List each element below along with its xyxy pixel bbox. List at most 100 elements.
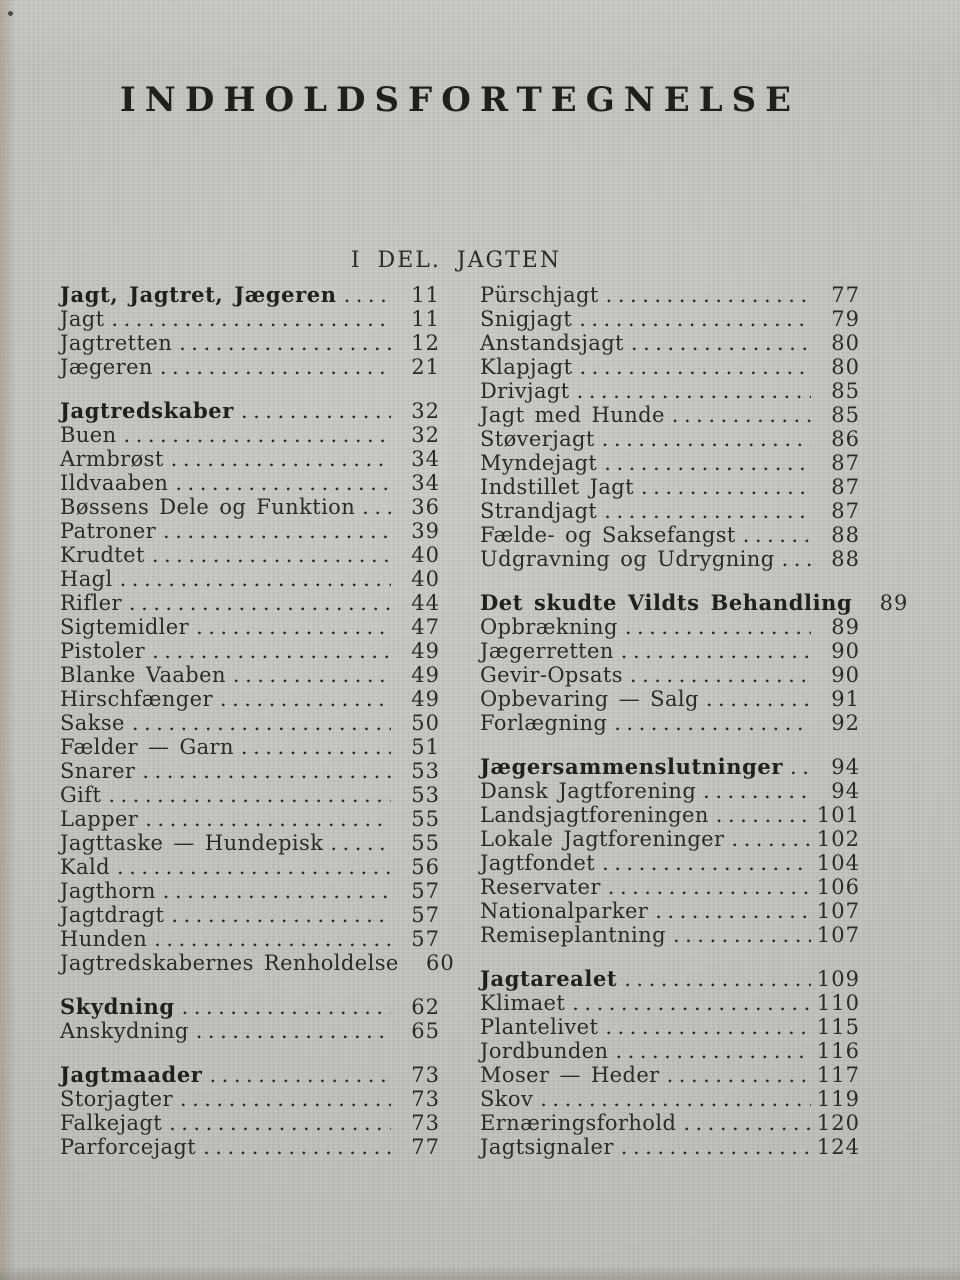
dot-leader — [614, 711, 811, 735]
toc-entry-page: 44 — [411, 591, 440, 615]
dot-leader — [641, 475, 811, 499]
toc-entry-page: 120 — [816, 1111, 860, 1135]
toc-entry-page: 116 — [816, 1039, 860, 1063]
toc-entry-label: Jagt med Hunde — [480, 403, 665, 427]
toc-entry-page: 115 — [816, 1015, 860, 1039]
toc-entry-page: 77 — [831, 283, 860, 307]
toc-entry-label: Jagthorn — [60, 879, 156, 903]
toc-entry-label: Hirschfænger — [60, 687, 213, 711]
toc-entry: Jægerretten 90 — [480, 639, 860, 663]
toc-entry: Strandjagt 87 — [480, 499, 860, 523]
toc-section-entry: Jagt, Jagtret, Jægeren 11 — [60, 282, 440, 308]
toc-entry-page: 65 — [411, 1019, 440, 1043]
toc-entry: Jagtfondet 104 — [480, 851, 860, 875]
dot-leader — [621, 639, 811, 663]
toc-entry: Klimaet 110 — [480, 991, 860, 1015]
toc-entry: Hunden 57 — [60, 927, 440, 951]
toc-entry: Patroner 39 — [60, 519, 440, 543]
toc-entry-label: Plantelivet — [480, 1015, 599, 1039]
toc-entry-label: Gevir-Opsats — [480, 663, 623, 687]
toc-entry-page: 55 — [411, 807, 440, 831]
toc-entry-label: Indstillet Jagt — [480, 475, 634, 499]
toc-entry: Jægeren 21 — [60, 355, 440, 379]
toc-entry-label: Fælde- og Saksefangst — [480, 523, 736, 547]
toc-entry-label: Snarer — [60, 759, 136, 783]
dot-leader — [572, 991, 811, 1015]
dot-leader — [731, 827, 811, 851]
dot-leader — [154, 927, 391, 951]
toc-entry-page: 104 — [816, 851, 860, 875]
toc-entry-label: Skov — [480, 1087, 534, 1111]
dot-leader — [233, 663, 391, 687]
toc-entry-page: 92 — [831, 711, 860, 735]
toc-entry: Landsjagtforeningen 101 — [480, 803, 860, 827]
toc-entry-page: 79 — [831, 307, 860, 331]
toc-entry: Fælde- og Saksefangst 88 — [480, 523, 860, 547]
toc-entry-label: Fælder — Garn — [60, 735, 234, 759]
toc-entry-page: 57 — [411, 927, 440, 951]
toc-entry-label: Patroner — [60, 519, 157, 543]
toc-entry-page: 11 — [411, 283, 440, 307]
toc-entry: Bøssens Dele og Funktion 36 — [60, 495, 440, 519]
toc-entry: Lokale Jagtforeninger 102 — [480, 827, 860, 851]
toc-entry: Støverjagt 86 — [480, 427, 860, 451]
part-heading: I DEL. JAGTEN — [350, 248, 562, 273]
dot-leader — [344, 283, 391, 307]
toc-entry-label: Moser — Heder — [480, 1063, 660, 1087]
dot-leader — [579, 307, 811, 331]
toc-entry-label: Ildvaaben — [60, 471, 169, 495]
toc-entry: Hirschfænger 49 — [60, 687, 440, 711]
toc-entry-label: Anstandsjagt — [480, 331, 624, 355]
toc-entry: Skov 119 — [480, 1087, 860, 1111]
toc-entry: Ildvaaben 34 — [60, 471, 440, 495]
toc-entry-page: 11 — [411, 307, 440, 331]
toc-entry-page: 49 — [411, 639, 440, 663]
dot-leader — [579, 355, 811, 379]
toc-entry: Myndejagt 87 — [480, 451, 860, 475]
toc-entry: Nationalparker 107 — [480, 899, 860, 923]
toc-entry-label: Strandjagt — [480, 499, 598, 523]
toc-entry: Snigjagt 79 — [480, 307, 860, 331]
toc-entry-label: Klimaet — [480, 991, 566, 1015]
toc-entry-label: Skydning — [60, 994, 175, 1019]
toc-entry-page: 40 — [411, 543, 440, 567]
toc-entry-page: 39 — [411, 519, 440, 543]
toc-entry-label: Snigjagt — [480, 307, 573, 331]
toc-entry-page: 49 — [411, 663, 440, 687]
toc-entry-label: Falkejagt — [60, 1111, 163, 1135]
toc-entry-label: Storjagter — [60, 1087, 173, 1111]
toc-entry: Krudtet 40 — [60, 543, 440, 567]
toc-entry-label: Jagtsignaler — [480, 1135, 614, 1159]
toc-entry-label: Jagt, Jagtret, Jægeren — [60, 282, 337, 307]
dot-leader — [182, 995, 391, 1019]
toc-entry-label: Jordbunden — [480, 1039, 609, 1063]
toc-entry-page: 50 — [411, 711, 440, 735]
toc-entry-page: 89 — [879, 591, 909, 615]
toc-entry-page: 51 — [411, 735, 440, 759]
toc-entry: Reservater 106 — [480, 875, 860, 899]
toc-entry-label: Nationalparker — [480, 899, 649, 923]
toc-entry-page: 91 — [831, 687, 860, 711]
toc-entry-label: Sigtemidler — [60, 615, 190, 639]
toc-entry-page: 21 — [411, 355, 440, 379]
toc-entry-page: 119 — [816, 1087, 860, 1111]
toc-entry-label: Jagtdragt — [60, 903, 165, 927]
toc-entry-page: 94 — [831, 779, 860, 803]
toc-entry-label: Buen — [60, 423, 117, 447]
toc-entry: Anstandsjagt 80 — [480, 331, 860, 355]
toc-group: Pürschjagt77Snigjagt79Anstandsjagt80Klap… — [480, 283, 860, 571]
dot-leader — [625, 615, 811, 639]
toc-entry: Falkejagt 73 — [60, 1111, 440, 1135]
toc-entry-page: 87 — [831, 451, 860, 475]
dot-leader — [615, 1039, 811, 1063]
toc-entry-page: 124 — [816, 1135, 860, 1159]
toc-group: Jagtredskaber32Buen32Armbrøst34Ildvaaben… — [60, 399, 454, 976]
dot-leader — [743, 523, 811, 547]
toc-entry-label: Rifler — [60, 591, 122, 615]
dot-leader — [132, 711, 391, 735]
toc-entry-page: 36 — [411, 495, 440, 519]
dot-leader — [209, 1063, 391, 1087]
toc-entry-page: 77 — [411, 1135, 440, 1159]
toc-entry-label: Remiseplantning — [480, 923, 666, 947]
toc-entry: Jagtsignaler 124 — [480, 1135, 860, 1159]
